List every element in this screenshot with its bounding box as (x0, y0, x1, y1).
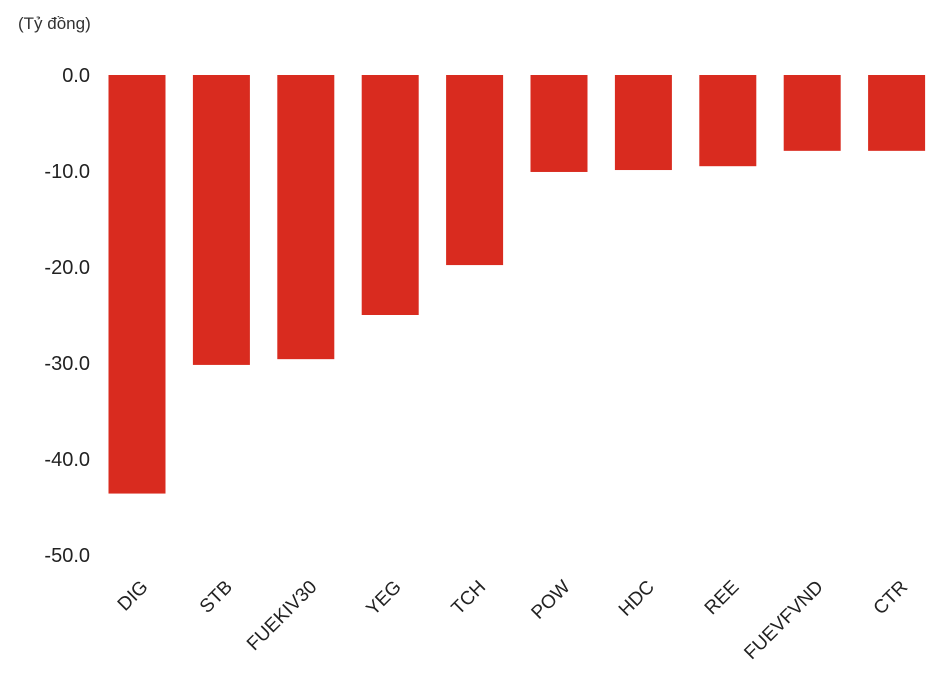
bars (108, 75, 926, 494)
x-tick-label: FUEKIV30 (243, 577, 321, 655)
x-tick-label: TCH (448, 577, 490, 619)
x-tick-label: POW (528, 577, 575, 624)
bar-dig (108, 75, 166, 494)
bar-ctr (868, 75, 926, 151)
x-tick-label: DIG (114, 577, 153, 616)
x-tick-label: HDC (615, 577, 659, 621)
x-tick-label: STB (196, 577, 237, 618)
bar-tch (446, 75, 504, 266)
x-tick-label: YEG (363, 577, 406, 620)
y-tick-label: -30.0 (44, 353, 90, 375)
y-axis-ticks: 0.0 -10.0 -20.0 -30.0 -40.0 -50.0 (44, 65, 90, 567)
y-tick-label: -40.0 (44, 449, 90, 471)
x-tick-label: CTR (870, 577, 912, 619)
x-tick-label: FUEVFVND (740, 577, 827, 664)
bar-stb (192, 75, 250, 365)
y-axis-unit-label: (Tỷ đồng) (18, 14, 91, 33)
x-tick-label: REE (701, 577, 743, 619)
bar-pow (530, 75, 588, 172)
bar-yeg (361, 75, 419, 315)
y-tick-label: -20.0 (44, 257, 90, 279)
y-tick-label: -50.0 (44, 545, 90, 567)
y-tick-label: 0.0 (62, 65, 90, 87)
y-tick-label: -10.0 (44, 161, 90, 183)
bar-fuekiv30 (277, 75, 335, 360)
bar-ree (699, 75, 757, 167)
bar-fuevfvnd (783, 75, 841, 151)
bar-hdc (614, 75, 672, 171)
